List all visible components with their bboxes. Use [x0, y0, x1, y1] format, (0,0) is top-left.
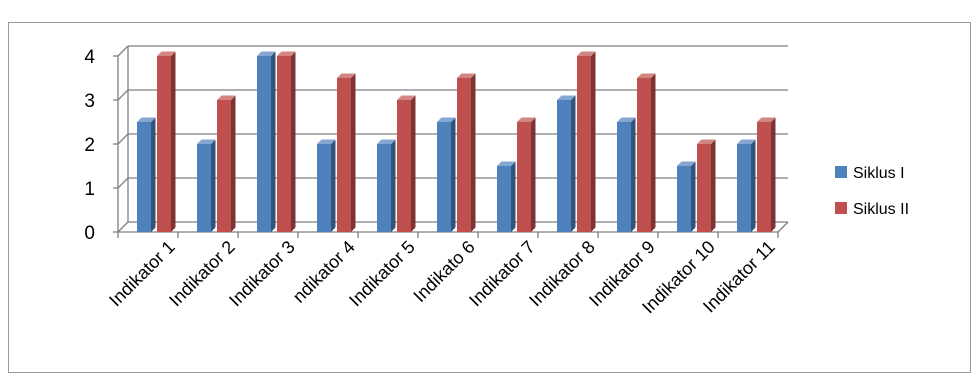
y-tick-label: 3 — [84, 91, 95, 112]
bar-siklus-ii — [517, 117, 536, 232]
gridline-side — [117, 177, 129, 189]
y-tick-label: 0 — [84, 223, 95, 244]
legend-swatch — [835, 166, 847, 178]
bar-siklus-i — [617, 117, 636, 232]
gridline-side — [117, 133, 129, 145]
y-tick-label: 1 — [84, 179, 95, 200]
bar-siklus-ii — [397, 95, 416, 232]
bar-siklus-ii — [697, 139, 716, 232]
gridline-side — [117, 45, 129, 57]
bar-siklus-ii — [157, 51, 176, 232]
bar-siklus-ii — [277, 51, 296, 232]
bar-siklus-i — [437, 117, 456, 232]
bar-siklus-i — [497, 161, 516, 232]
bar-siklus-ii — [217, 95, 236, 232]
bar-siklus-i — [737, 139, 756, 232]
bar-siklus-ii — [757, 117, 776, 232]
legend-label: Siklus II — [853, 201, 909, 218]
legend-label: Siklus I — [853, 165, 905, 182]
bar-siklus-ii — [577, 51, 596, 232]
y-tick-label: 2 — [84, 135, 95, 156]
legend-swatch — [835, 202, 847, 214]
gridline-side — [117, 221, 129, 233]
bar-siklus-ii — [337, 73, 356, 232]
bar-siklus-i — [197, 139, 216, 232]
bar-siklus-i — [137, 117, 156, 232]
bar-siklus-i — [677, 161, 696, 232]
bar-siklus-i — [557, 95, 576, 232]
floor-edge — [777, 221, 789, 233]
y-tick-labels: 0 1 2 3 4 — [84, 47, 95, 244]
legend: Siklus I Siklus II — [835, 165, 909, 218]
bar-siklus-i — [317, 139, 336, 232]
bars — [137, 51, 776, 232]
y-tick-label: 4 — [84, 47, 95, 68]
bar-siklus-ii — [457, 73, 476, 232]
bar-siklus-ii — [637, 73, 656, 232]
gridline-side — [117, 89, 129, 101]
bar-siklus-i — [257, 51, 276, 232]
bar-siklus-i — [377, 139, 396, 232]
